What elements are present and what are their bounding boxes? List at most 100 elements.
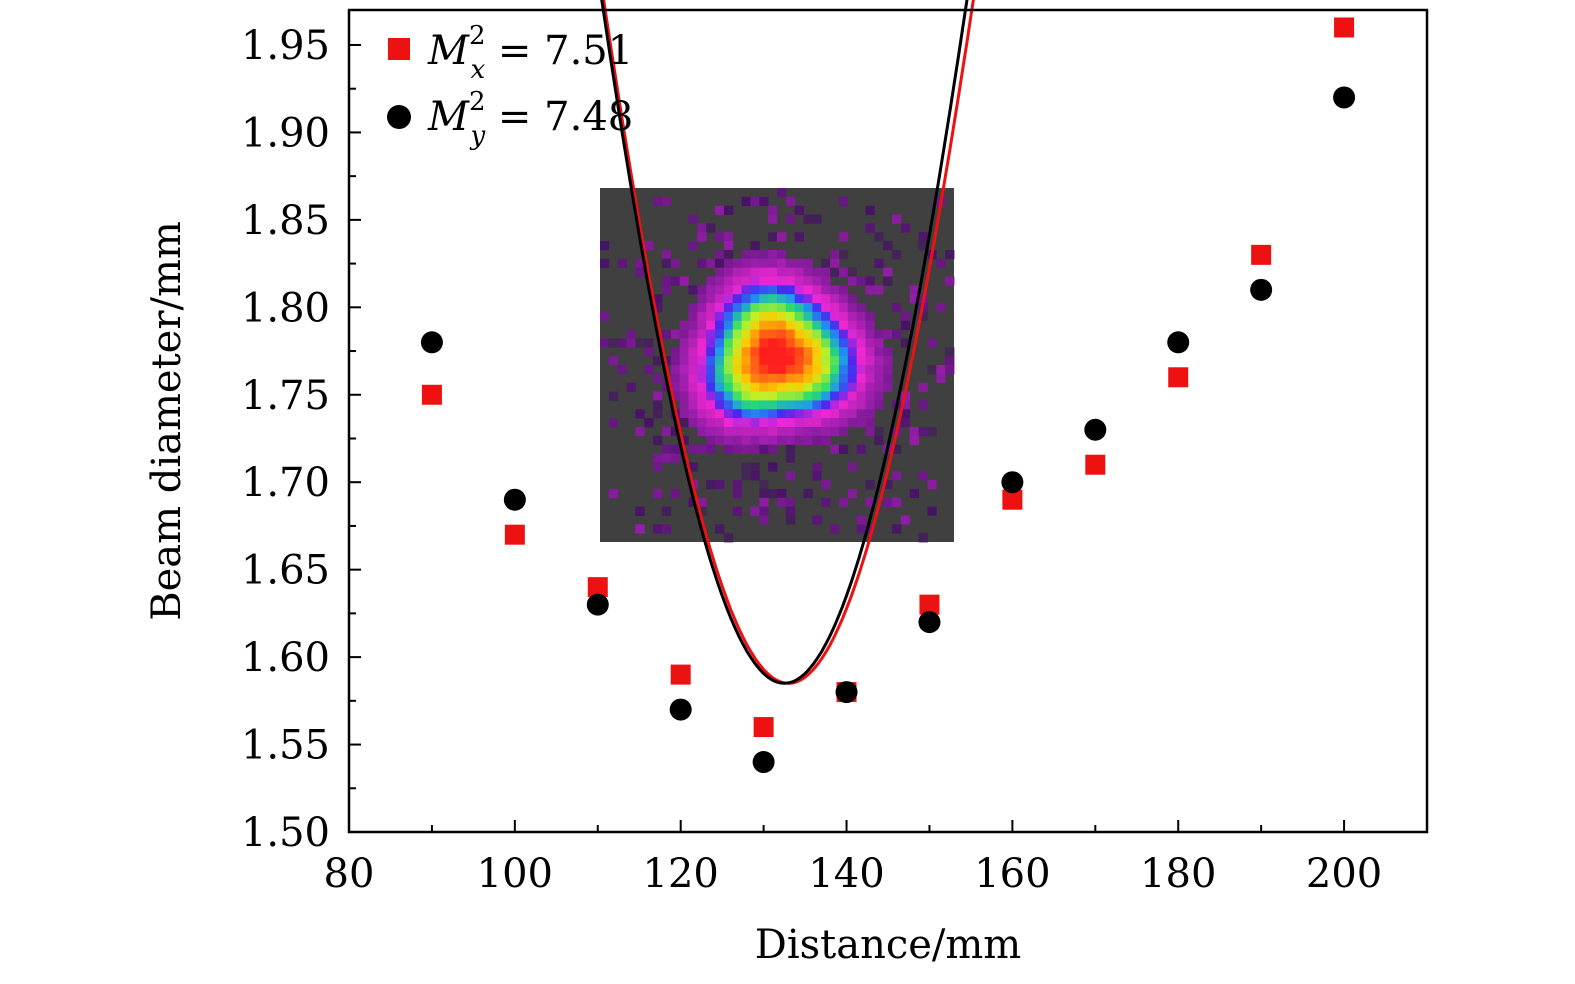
- inset-pixel: [679, 338, 689, 348]
- inset-pixel: [777, 347, 787, 357]
- inset-pixel: [900, 409, 911, 419]
- inset-pixel: [697, 497, 707, 507]
- inset-pixel: [715, 258, 725, 269]
- inset-pixel: [723, 249, 734, 260]
- inset-pixel: [847, 488, 858, 499]
- inset-pixel: [892, 249, 902, 260]
- inset-pixel: [723, 356, 734, 366]
- data-point-my: [586, 593, 609, 616]
- inset-pixel: [909, 488, 919, 499]
- inset-pixel: [803, 400, 813, 410]
- legend-my-value: = 7.48: [485, 94, 633, 140]
- inset-pixel: [723, 533, 734, 543]
- inset-pixel: [750, 338, 760, 348]
- inset-pixel: [768, 462, 778, 472]
- y-tick-label: 1.95: [241, 23, 330, 69]
- inset-pixel: [847, 400, 858, 410]
- inset-pixel: [838, 285, 849, 295]
- inset-pixel: [715, 365, 725, 375]
- inset-pixel: [838, 196, 849, 207]
- inset-pixel: [847, 311, 858, 322]
- inset-pixel: [821, 400, 831, 410]
- inset-pixel: [865, 347, 875, 357]
- inset-pixel: [865, 205, 875, 215]
- inset-pixel: [750, 294, 760, 304]
- inset-pixel: [812, 267, 822, 277]
- data-point-mx: [1002, 489, 1023, 510]
- inset-pixel: [670, 391, 681, 401]
- inset-pixel: [661, 285, 672, 295]
- inset-pixel: [821, 391, 831, 401]
- inset-pixel: [679, 418, 689, 428]
- inset-pixel: [785, 285, 796, 295]
- inset-pixel: [750, 409, 760, 419]
- inset-pixel: [847, 356, 858, 366]
- inset-pixel: [723, 435, 734, 446]
- inset-pixel: [821, 382, 831, 392]
- inset-pixel: [821, 258, 831, 269]
- inset-pixel: [768, 303, 778, 313]
- inset-pixel: [803, 214, 813, 224]
- data-point-my: [1167, 331, 1190, 354]
- inset-pixel: [830, 303, 840, 313]
- inset-pixel: [723, 232, 734, 242]
- inset-pixel: [670, 347, 681, 357]
- inset-pixel: [821, 418, 831, 428]
- inset-pixel: [812, 276, 822, 286]
- inset-pixel: [697, 258, 707, 269]
- inset-pixel: [741, 338, 751, 348]
- inset-pixel: [847, 391, 858, 401]
- inset-pixel: [759, 320, 769, 330]
- inset-pixel: [794, 400, 804, 410]
- data-point-mx: [919, 594, 940, 615]
- inset-pixel: [706, 258, 716, 269]
- inset-pixel: [812, 311, 822, 322]
- inset-pixel: [812, 329, 822, 339]
- inset-pixel: [927, 506, 937, 516]
- inset-pixel: [688, 409, 698, 419]
- inset-pixel: [847, 329, 858, 339]
- inset-pixel: [838, 382, 849, 392]
- inset-pixel: [874, 373, 884, 384]
- inset-pixel: [830, 338, 840, 348]
- inset-pixel: [750, 267, 760, 277]
- inset-pixel: [812, 285, 822, 295]
- inset-pixel: [750, 320, 760, 330]
- inset-pixel: [768, 205, 778, 215]
- inset-pixel: [750, 400, 760, 410]
- data-point-mx: [1085, 454, 1106, 475]
- inset-pixel: [723, 205, 734, 215]
- inset-pixel: [759, 382, 769, 392]
- inset-pixel: [785, 320, 796, 330]
- inset-pixel: [812, 391, 822, 401]
- inset-pixel: [670, 373, 681, 384]
- inset-pixel: [777, 258, 787, 269]
- inset-pixel: [785, 453, 796, 463]
- inset-pixel: [608, 356, 619, 366]
- inset-pixel: [945, 365, 955, 375]
- inset-pixel: [759, 444, 769, 454]
- inset-pixel: [838, 356, 849, 366]
- inset-pixel: [617, 365, 627, 375]
- inset-pixel: [803, 285, 813, 295]
- inset-pixel: [750, 435, 760, 446]
- inset-pixel: [865, 329, 875, 339]
- inset-pixel: [821, 267, 831, 277]
- legend-label-my: M2 y = 7.48: [427, 87, 633, 151]
- inset-pixel: [785, 435, 796, 446]
- inset-pixel: [697, 382, 707, 392]
- inset-pixel: [768, 400, 778, 410]
- inset-pixel: [759, 338, 769, 348]
- inset-pixel: [812, 214, 822, 224]
- inset-pixel: [847, 373, 858, 384]
- inset-pixel: [741, 303, 751, 313]
- inset-pixel: [812, 426, 822, 437]
- inset-pixel: [812, 294, 822, 304]
- inset-pixel: [706, 435, 716, 446]
- inset-pixel: [785, 347, 796, 357]
- inset-pixel: [706, 338, 716, 348]
- inset-pixel: [653, 400, 663, 410]
- fit-curves: [600, 0, 975, 685]
- inset-pixel: [723, 329, 734, 339]
- inset-pixel: [768, 329, 778, 339]
